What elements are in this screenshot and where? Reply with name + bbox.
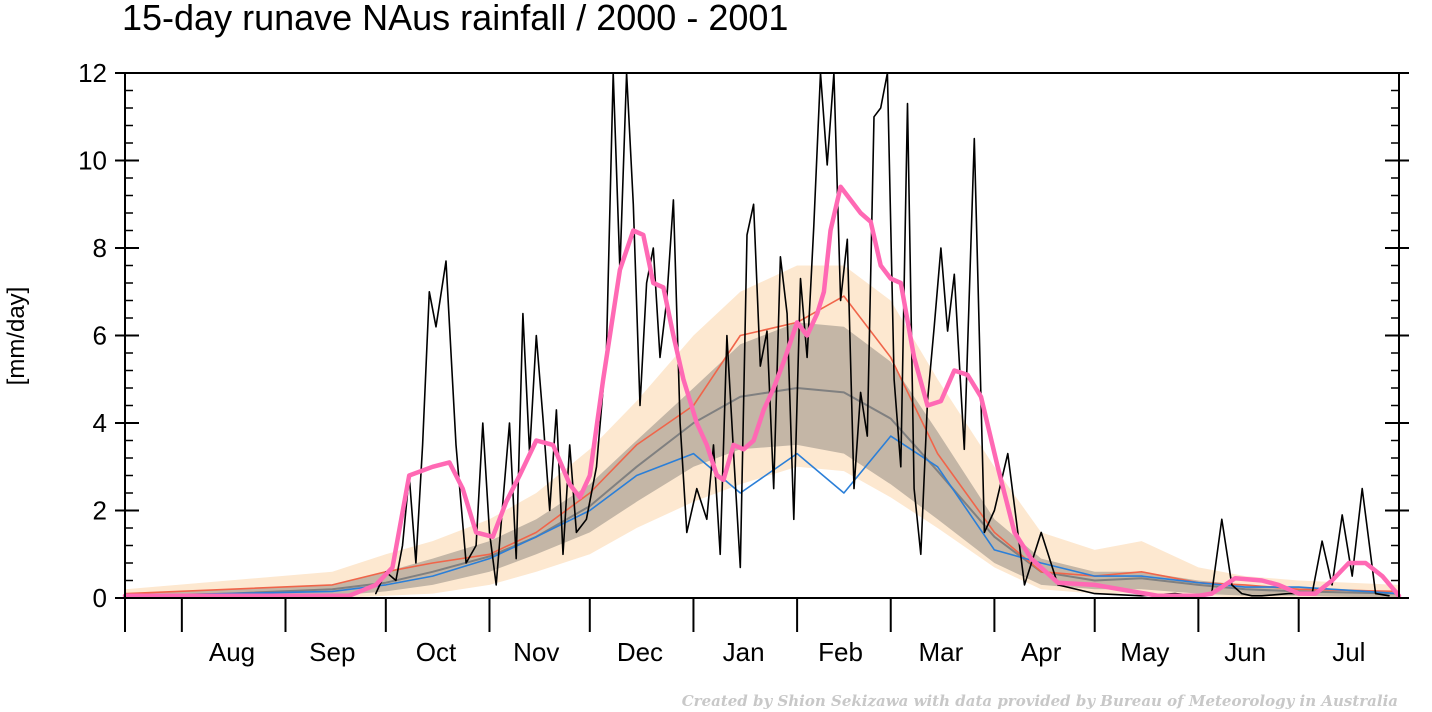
chart-title: 15-day runave NAus rainfall / 2000 - 200… <box>122 0 788 38</box>
x-tick-label: Feb <box>818 637 863 667</box>
blue-line-series <box>124 435 1400 597</box>
x-tick-label: Jul <box>1332 637 1365 667</box>
runave-line-series <box>122 184 1402 599</box>
y-tick-label: 2 <box>93 496 107 526</box>
axes: 0 2 4 6 8 10 12 Aug Sep Oct Nov Dec Jan Feb Mar Apr May J… <box>78 58 1409 667</box>
x-tick-label: Jun <box>1224 637 1266 667</box>
y-tick-label: 4 <box>93 408 107 438</box>
x-tick-label: Jan <box>723 637 765 667</box>
credit-text: Created by Shion Sekizawa with data prov… <box>682 692 1398 710</box>
plot-area <box>122 72 1402 599</box>
x-tick-label: Nov <box>513 637 559 667</box>
daily-line-series <box>374 72 1390 597</box>
series-lines <box>122 72 1402 599</box>
x-tick-label: Oct <box>416 637 457 667</box>
y-tick-label: 6 <box>93 321 107 351</box>
x-tick-label: Aug <box>209 637 255 667</box>
y-tick-label: 12 <box>78 58 107 88</box>
y-tick-label: 0 <box>93 583 107 613</box>
y-tick-label: 8 <box>93 233 107 263</box>
y-axis-label: [mm/day] <box>3 287 30 386</box>
x-tick-label: Apr <box>1021 637 1062 667</box>
x-tick-label: May <box>1120 637 1169 667</box>
y-tick-label: 10 <box>78 146 107 176</box>
x-tick-label: Mar <box>919 637 964 667</box>
spread-bands <box>125 265 1399 598</box>
x-tick-label: Sep <box>309 637 355 667</box>
x-tick-label: Dec <box>617 637 663 667</box>
inner-band-area <box>125 322 1399 598</box>
